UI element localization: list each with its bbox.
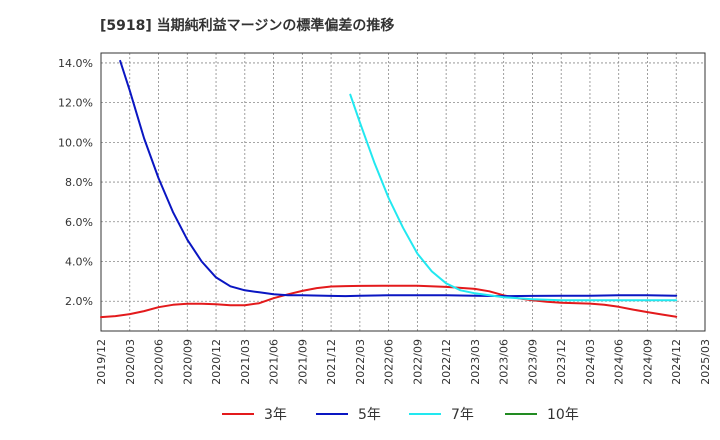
x-tick-label: 2019/12	[95, 339, 108, 385]
x-tick-label: 2024/12	[670, 339, 683, 385]
x-tick-label: 2022/09	[411, 339, 424, 385]
x-tick-label: 2024/03	[584, 339, 597, 385]
x-tick-label: 2023/12	[555, 339, 568, 385]
x-tick-label: 2021/12	[325, 339, 338, 385]
legend-label-2: 7年	[451, 407, 474, 423]
x-tick-label: 2023/03	[469, 339, 482, 385]
legend-label-1: 5年	[358, 407, 381, 423]
x-tick-label: 2020/09	[181, 339, 194, 385]
x-tick-label: 2025/03	[699, 339, 712, 385]
y-tick-label: 12.0%	[58, 97, 93, 110]
y-tick-label: 4.0%	[65, 256, 93, 269]
series-line-1	[119, 59, 678, 298]
y-tick-label: 14.0%	[58, 57, 93, 70]
plot-frame	[100, 52, 706, 332]
x-tick-label: 2020/12	[210, 339, 223, 385]
x-tick-label: 2021/06	[268, 339, 281, 385]
x-tick-label: 2022/03	[354, 339, 367, 385]
chart-title: [5918] 当期純利益マージンの標準偏差の推移	[100, 17, 394, 34]
x-tick-label: 2021/09	[296, 339, 309, 385]
y-axis: 2.0% 4.0% 6.0% 8.0% 10.0% 12.0% 14.0%	[58, 57, 93, 308]
grid	[100, 53, 706, 331]
legend-label-3: 10年	[547, 407, 579, 423]
x-tick-label: 2021/03	[239, 339, 252, 385]
x-axis: 2019/12 2020/03 2020/06 2020/09 2020/12 2021/…	[95, 339, 712, 385]
x-tick-label: 2020/03	[124, 339, 137, 385]
x-tick-label: 2022/12	[440, 339, 453, 385]
x-tick-label: 2023/09	[526, 339, 539, 385]
series-line-0	[100, 284, 678, 319]
x-tick-label: 2023/06	[498, 339, 511, 385]
y-tick-label: 10.0%	[58, 136, 93, 149]
x-tick-label: 2024/06	[613, 339, 626, 385]
series-line-2	[349, 93, 678, 302]
x-tick-label: 2024/09	[641, 339, 654, 385]
x-tick-label: 2022/06	[383, 339, 396, 385]
x-tick-label: 2020/06	[153, 339, 166, 385]
legend-label-0: 3年	[264, 407, 287, 423]
series-group	[100, 59, 678, 319]
y-tick-label: 6.0%	[65, 216, 93, 229]
y-tick-label: 2.0%	[65, 295, 93, 308]
legend: 3年 5年 7年 10年	[222, 407, 579, 423]
y-tick-label: 8.0%	[65, 176, 93, 189]
